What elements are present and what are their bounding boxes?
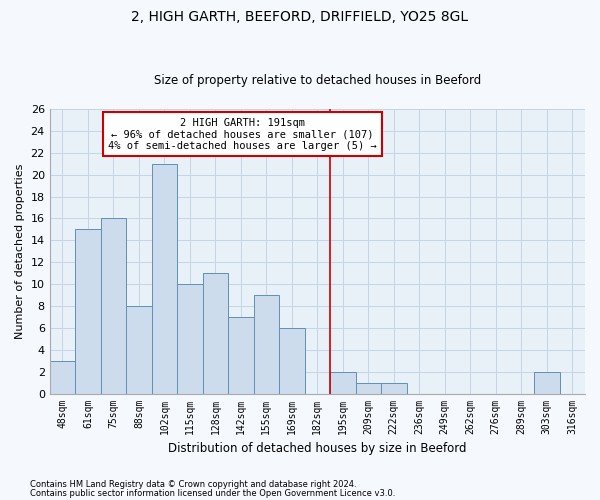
Bar xyxy=(126,306,152,394)
Bar xyxy=(177,284,203,394)
Bar xyxy=(203,273,228,394)
Bar xyxy=(534,372,560,394)
Y-axis label: Number of detached properties: Number of detached properties xyxy=(15,164,25,339)
Title: Size of property relative to detached houses in Beeford: Size of property relative to detached ho… xyxy=(154,74,481,87)
Bar xyxy=(330,372,356,394)
Text: Contains HM Land Registry data © Crown copyright and database right 2024.: Contains HM Land Registry data © Crown c… xyxy=(30,480,356,489)
Bar xyxy=(381,382,407,394)
Bar xyxy=(50,360,75,394)
X-axis label: Distribution of detached houses by size in Beeford: Distribution of detached houses by size … xyxy=(168,442,467,455)
Text: Contains public sector information licensed under the Open Government Licence v3: Contains public sector information licen… xyxy=(30,488,395,498)
Bar xyxy=(356,382,381,394)
Bar xyxy=(101,218,126,394)
Bar xyxy=(279,328,305,394)
Bar xyxy=(228,317,254,394)
Text: 2, HIGH GARTH, BEEFORD, DRIFFIELD, YO25 8GL: 2, HIGH GARTH, BEEFORD, DRIFFIELD, YO25 … xyxy=(131,10,469,24)
Bar xyxy=(254,295,279,394)
Bar xyxy=(75,230,101,394)
Text: 2 HIGH GARTH: 191sqm
← 96% of detached houses are smaller (107)
4% of semi-detac: 2 HIGH GARTH: 191sqm ← 96% of detached h… xyxy=(108,118,377,150)
Bar xyxy=(152,164,177,394)
